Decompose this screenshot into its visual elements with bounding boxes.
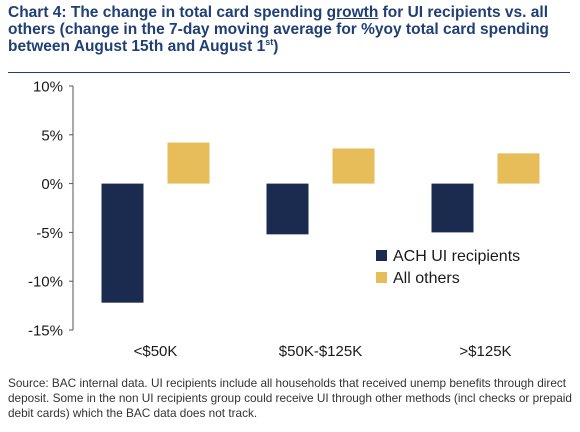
bar-all-others	[497, 153, 540, 184]
x-category-label: $50K-$125K	[279, 343, 362, 360]
bar-all-others	[167, 142, 210, 184]
x-axis-labels: <$50K $50K-$125K >$125K	[134, 343, 512, 360]
y-tick-label: -15%	[28, 323, 63, 340]
y-tick-label: 5%	[41, 127, 63, 144]
y-axis: 10% 5% 0% -5% -10% -15%	[28, 79, 74, 340]
y-tick-label: -10%	[28, 274, 63, 291]
chart-title: Chart 4: The change in total card spendi…	[8, 4, 570, 55]
legend-swatch	[376, 272, 387, 283]
bar-all-others	[332, 148, 375, 184]
bar-ach-ui	[101, 183, 144, 303]
title-rule	[8, 72, 570, 73]
y-tick-label: -5%	[36, 225, 63, 242]
legend: ACH UI recipients All others	[376, 248, 520, 287]
title-text-end: )	[273, 38, 279, 55]
y-tick-label: 0%	[41, 176, 63, 193]
y-tick-label: 10%	[33, 79, 63, 96]
legend-label: ACH UI recipients	[393, 248, 520, 265]
bars	[101, 142, 540, 303]
bar-ach-ui	[431, 183, 474, 233]
title-underlined-word: growth	[326, 4, 379, 21]
title-text-start: Chart 4: The change in total card spendi…	[8, 4, 327, 21]
bar-chart: 10% 5% 0% -5% -10% -15% <$50K $50K-$125K >$125K…	[28, 79, 540, 360]
legend-label: All others	[393, 270, 460, 287]
legend-swatch	[376, 250, 387, 261]
title-text-middle: for UI recipients vs. all others (change…	[8, 4, 549, 55]
title-superscript: st	[265, 36, 274, 47]
source-note: Source: BAC internal data. UI recipients…	[8, 376, 572, 420]
x-category-label: <$50K	[134, 343, 178, 360]
bar-ach-ui	[266, 183, 309, 235]
x-category-label: >$125K	[459, 343, 511, 360]
